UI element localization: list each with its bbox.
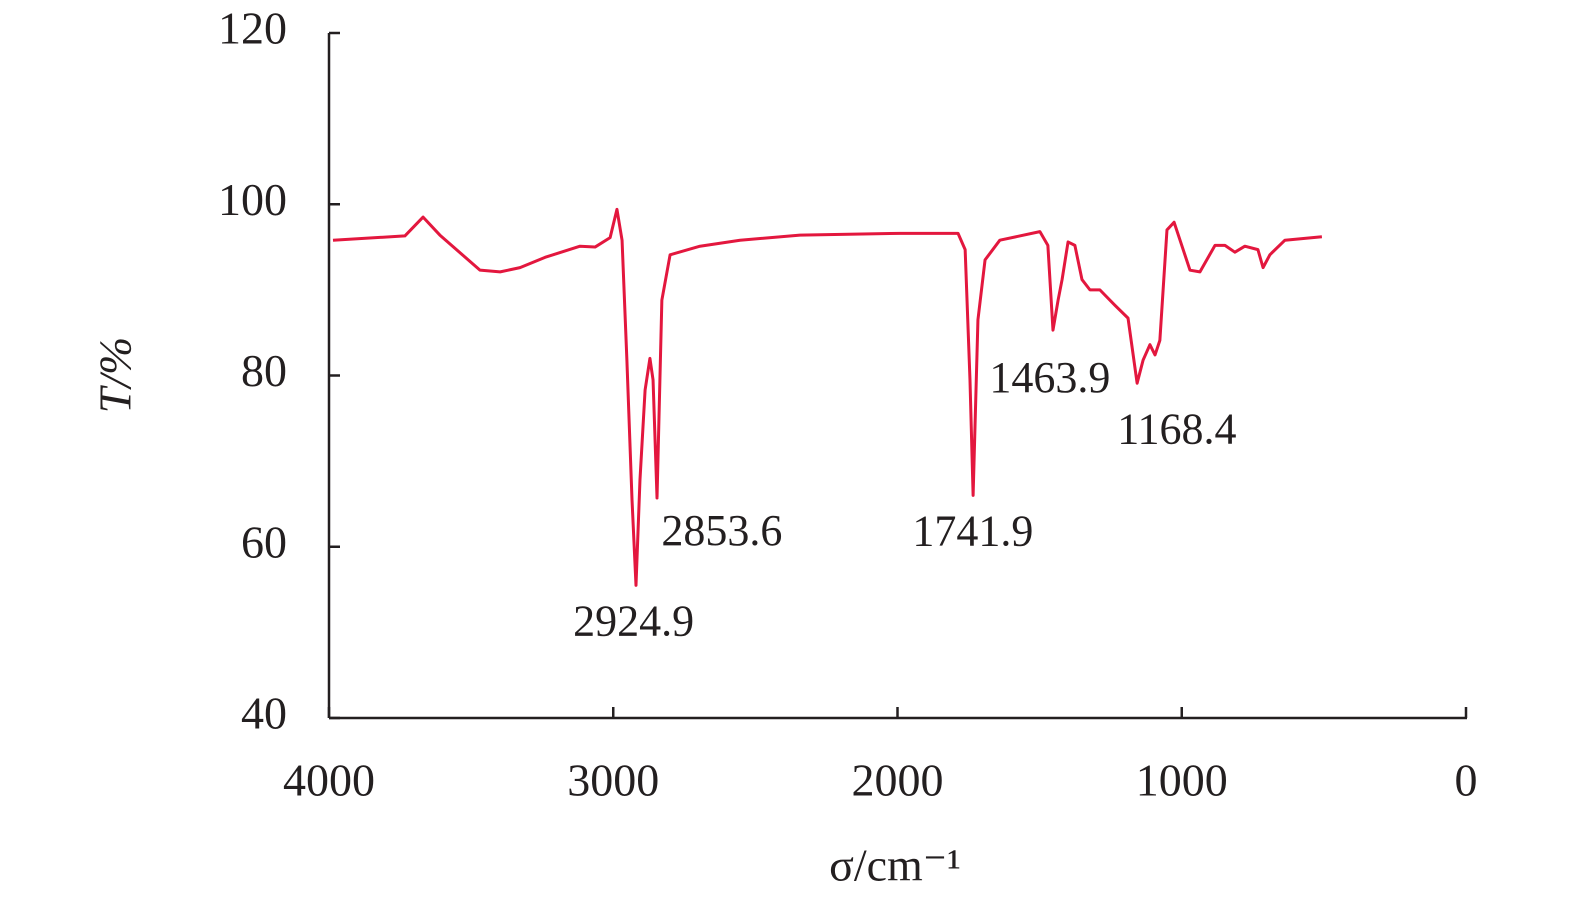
y-tick-label: 120 <box>218 3 287 54</box>
x-tick-label: 0 <box>1455 755 1478 806</box>
x-tick-label: 3000 <box>567 755 659 806</box>
peak-label: 1741.9 <box>912 506 1033 555</box>
peak-label: 2853.6 <box>661 506 782 555</box>
y-axis-label: T/% <box>90 337 141 414</box>
y-tick-label: 40 <box>241 688 287 739</box>
peak-label: 2924.9 <box>573 596 694 645</box>
x-tick-label: 4000 <box>283 755 375 806</box>
y-tick-label: 100 <box>218 174 287 225</box>
peak-label: 1168.4 <box>1117 404 1236 453</box>
x-tick-label: 1000 <box>1136 755 1228 806</box>
peak-label: 1463.9 <box>989 353 1110 402</box>
x-tick-label: 2000 <box>852 755 944 806</box>
x-axis-label: σ/cm⁻¹ <box>829 840 961 891</box>
spectrum-line <box>332 207 1323 587</box>
y-tick-label: 80 <box>241 345 287 396</box>
y-tick-label: 60 <box>241 516 287 567</box>
